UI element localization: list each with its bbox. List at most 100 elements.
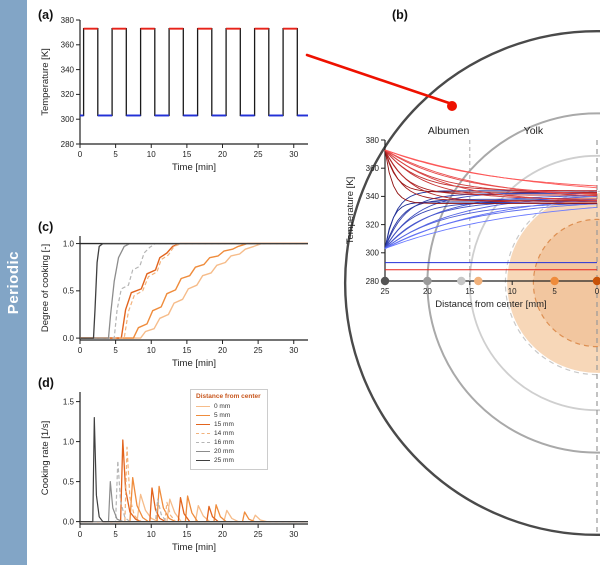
series-20mm (80, 242, 308, 339)
temperature-profile (384, 149, 597, 203)
x-tick-label: 20 (218, 150, 227, 159)
x-tick-label: 5 (113, 150, 118, 159)
x-tick-label: 15 (182, 150, 191, 159)
legend-line-sample (196, 460, 210, 461)
panel-b-label: (b) (392, 8, 408, 22)
x-tick-label: 5 (113, 346, 118, 355)
legend-entry: 25 mm (196, 456, 261, 465)
legend-line-sample (196, 424, 210, 425)
y-tick-label: 360 (366, 164, 380, 173)
temperature-profile (384, 149, 597, 202)
x-tick-label: 15 (182, 346, 191, 355)
y-tick-label: 1.0 (63, 239, 75, 248)
x-tick-label: 10 (147, 530, 156, 539)
periodic-banner: Periodic (0, 0, 27, 565)
x-tick-label: 10 (147, 346, 156, 355)
y-tick-label: 1.5 (63, 397, 75, 406)
y-tick-label: 380 (61, 16, 75, 25)
legend-entry-label: 0 mm (214, 403, 231, 410)
legend-entry: 15 mm (196, 420, 261, 429)
temperature-profile (384, 149, 597, 200)
y-tick-label: 280 (61, 140, 75, 149)
series-5mm (80, 242, 308, 339)
y-tick-label: 0.5 (63, 287, 75, 296)
probe-dot-5mm (550, 276, 559, 286)
x-tick-label: 15 (182, 530, 191, 539)
x-tick-label: 25 (254, 150, 263, 159)
legend-entry-label: 16 mm (214, 439, 234, 446)
egg-cross-section-diagram: 25 20 15 10 5 0 280 300 320 340 360 380 Distance fro… (305, 30, 600, 536)
legend-entry: 20 mm (196, 447, 261, 456)
legend-entry-label: 5 mm (214, 412, 231, 419)
legend-entry: 0 mm (196, 402, 261, 411)
legend-line-sample (196, 433, 210, 434)
series-14mm (80, 243, 308, 339)
x-tick-label: 20 (218, 346, 227, 355)
temperature-profile (384, 149, 597, 196)
series-15mm (80, 439, 308, 523)
legend-title: Distance from center (196, 393, 261, 400)
x-tick-label: 0 (78, 530, 83, 539)
legend-entry-label: 15 mm (214, 421, 234, 428)
x-tick-label: 20 (423, 287, 432, 296)
y-axis-title: Degree of cooking [-] (40, 244, 51, 332)
y-tick-label: 320 (366, 220, 380, 229)
probe-dot-16mm (457, 276, 466, 286)
x-tick-label: 0 (78, 346, 83, 355)
cooking-rate-chart: 0 5 10 15 20 25 30 0.0 0.5 1.0 1.5 Time [min] Cookin… (40, 392, 308, 553)
legend-entry-label: 14 mm (214, 430, 234, 437)
y-axis-title: Cooking rate [1/s] (40, 421, 51, 495)
temperature-profile (384, 149, 598, 189)
region-label-yolk: Yolk (524, 125, 544, 137)
x-axis-title: Distance from center [mm] (435, 299, 546, 310)
y-tick-label: 0.0 (63, 517, 75, 526)
probe-dot-20mm (423, 276, 432, 286)
temperature-profile (384, 149, 598, 195)
legend-entry-label: 25 mm (214, 457, 234, 464)
legend-entry: 14 mm (196, 429, 261, 438)
x-tick-label: 0 (78, 150, 83, 159)
probe-dot-25mm (380, 276, 390, 286)
x-tick-label: 10 (147, 150, 156, 159)
y-tick-label: 280 (366, 277, 380, 286)
region-label-albumen: Albumen (428, 125, 470, 137)
x-axis-title: Time [min] (172, 542, 216, 553)
series-5mm (80, 476, 308, 523)
legend-line-sample (196, 451, 210, 452)
series-25mm (80, 242, 308, 339)
x-tick-label: 25 (381, 287, 390, 296)
probe-dot-14mm (474, 276, 483, 286)
temperature-profile (384, 149, 598, 202)
temperature-profile (384, 149, 597, 204)
x-tick-label: 10 (508, 287, 517, 296)
panel-c-label: (c) (38, 220, 54, 234)
y-tick-label: 340 (61, 65, 75, 74)
legend-entry: 5 mm (196, 411, 261, 420)
temperature-profile (384, 149, 598, 187)
x-tick-label: 25 (254, 346, 263, 355)
x-tick-label: 0 (595, 287, 600, 296)
series-15mm (80, 242, 308, 339)
legend-entry: 16 mm (196, 438, 261, 447)
panel-a-label: (a) (38, 8, 54, 22)
degree-of-cooking-chart: 0 5 10 15 20 25 30 0.0 0.5 1.0 Time [min] Degree of… (40, 236, 308, 369)
temperature-cycle-chart: 0 5 10 15 20 25 30 280 300 320 340 360 380 Time [min]… (40, 16, 308, 173)
legend-entry-label: 20 mm (214, 448, 234, 455)
y-tick-label: 0.5 (63, 477, 75, 486)
egg-shell-circle (344, 30, 600, 536)
series-0mm (80, 242, 308, 339)
y-tick-label: 320 (61, 90, 75, 99)
x-tick-label: 5 (113, 530, 118, 539)
x-tick-label: 30 (289, 150, 298, 159)
y-tick-label: 300 (61, 115, 75, 124)
distance-legend: Distance from center 0 mm 5 mm 15 mm 14 mm 1… (190, 389, 268, 470)
series-16mm (80, 243, 308, 339)
x-tick-label: 25 (254, 530, 263, 539)
x-tick-label: 15 (465, 287, 474, 296)
square-wave-line (80, 28, 308, 117)
series-25mm (80, 417, 308, 523)
periodic-label: Periodic (5, 250, 22, 315)
temperature-profile (384, 149, 597, 192)
egg-shell-circle (532, 218, 600, 348)
y-tick-label: 1.0 (63, 437, 75, 446)
